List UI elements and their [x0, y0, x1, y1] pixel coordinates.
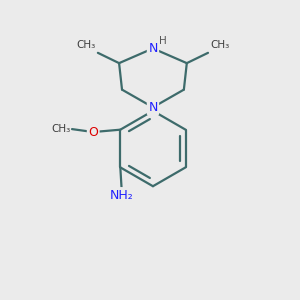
Text: N: N — [148, 101, 158, 114]
Text: NH₂: NH₂ — [110, 188, 134, 202]
Text: N: N — [148, 42, 158, 55]
Text: CH₃: CH₃ — [51, 124, 70, 134]
Text: H: H — [159, 36, 167, 46]
Text: CH₃: CH₃ — [210, 40, 230, 50]
Text: O: O — [88, 125, 98, 139]
Text: CH₃: CH₃ — [76, 40, 95, 50]
